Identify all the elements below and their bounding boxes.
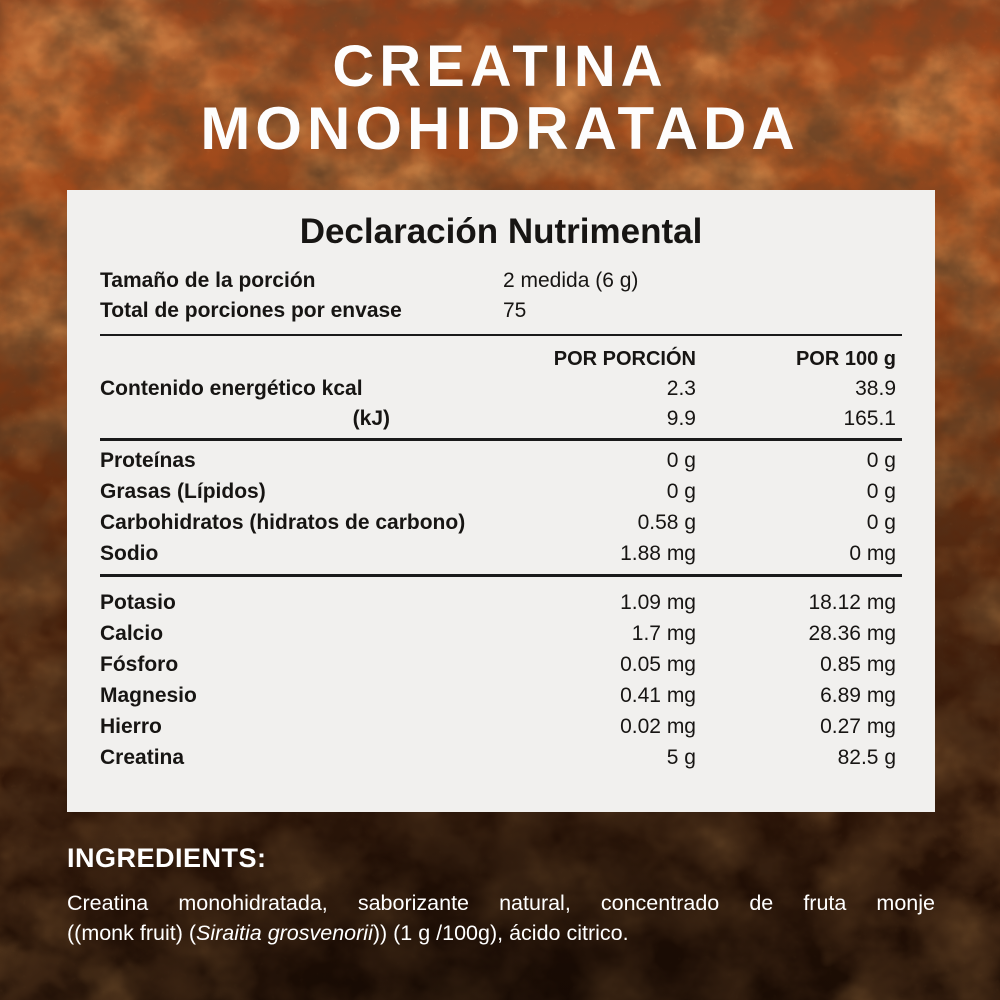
potassium-per-100g: 18.12 mg [808, 591, 896, 614]
creatine-per-100g: 82.5 g [837, 746, 896, 769]
ingredients-line2: ((monk fruit) (Siraitia grosvenorii)) (1… [67, 921, 629, 945]
magnesium-per-100g: 6.89 mg [820, 684, 896, 707]
ingredients-section: INGREDIENTS: Creatina monohidratada, sab… [67, 843, 935, 948]
protein-label: Proteínas [100, 449, 196, 472]
carbohydrate-per-serving: 0.58 g [637, 511, 696, 534]
protein-row: Proteínas 0 g 0 g [100, 445, 902, 476]
carbohydrate-per-100g: 0 g [866, 511, 896, 534]
divider [100, 574, 902, 577]
creatine-per-serving: 5 g [666, 746, 696, 769]
phosphorus-per-serving: 0.05 mg [620, 653, 696, 676]
divider [100, 438, 902, 441]
per-serving-column-header: POR PORCIÓN [553, 348, 696, 370]
iron-per-100g: 0.27 mg [820, 715, 896, 738]
servings-per-container-label: Total de porciones por envase [100, 299, 402, 322]
potassium-per-serving: 1.09 mg [620, 591, 696, 614]
iron-per-serving: 0.02 mg [620, 715, 696, 738]
serving-info: Tamaño de la porción 2 medida (6 g) Tota… [100, 266, 902, 326]
nutrition-panel-title: Declaración Nutrimental [299, 212, 703, 251]
energy-kj-row: (kJ) 9.9 165.1 [100, 404, 902, 434]
energy-kj-label: (kJ) [352, 407, 390, 430]
phosphorus-row: Fósforo 0.05 mg 0.85 mg [100, 649, 902, 680]
iron-label: Hierro [100, 715, 162, 738]
magnesium-per-serving: 0.41 mg [620, 684, 696, 707]
sodium-label: Sodio [100, 542, 159, 565]
energy-kcal-per-100g: 38.9 [855, 377, 896, 400]
fat-per-serving: 0 g [666, 480, 696, 503]
carbohydrate-row: Carbohidratos (hidratos de carbono) 0.58… [100, 507, 902, 538]
creatine-label: Creatina [100, 746, 185, 769]
sodium-row: Sodio 1.88 mg 0 mg [100, 538, 902, 569]
carbohydrate-label: Carbohidratos (hidratos de carbono) [100, 511, 466, 534]
ingredients-species-name: Siraitia grosvenorii [196, 921, 373, 945]
calcium-per-100g: 28.36 mg [808, 622, 896, 645]
energy-kj-per-serving: 9.9 [666, 407, 696, 430]
energy-kcal-label: Contenido energético kcal [100, 377, 363, 400]
nutrition-panel: Declaración Nutrimental Tamaño de la por… [67, 190, 935, 812]
potassium-label: Potasio [100, 591, 176, 614]
potassium-row: Potasio 1.09 mg 18.12 mg [100, 587, 902, 618]
protein-per-serving: 0 g [666, 449, 696, 472]
calcium-row: Calcio 1.7 mg 28.36 mg [100, 618, 902, 649]
per-100g-column-header: POR 100 g [795, 348, 896, 370]
magnesium-label: Magnesio [100, 684, 197, 707]
product-title-line2: MONOHIDRATADA [200, 95, 800, 162]
phosphorus-label: Fósforo [100, 653, 179, 676]
calcium-per-serving: 1.7 mg [631, 622, 696, 645]
energy-kcal-row: Contenido energético kcal 2.3 38.9 [100, 374, 902, 404]
spacer [100, 344, 526, 374]
magnesium-row: Magnesio 0.41 mg 6.89 mg [100, 680, 902, 711]
calcium-label: Calcio [100, 622, 164, 645]
sodium-per-100g: 0 mg [849, 542, 896, 565]
ingredients-heading: INGREDIENTS: [67, 843, 267, 873]
fat-row: Grasas (Lípidos) 0 g 0 g [100, 476, 902, 507]
ingredients-paragraph: Creatina monohidratada, saborizante natu… [67, 888, 935, 948]
protein-per-100g: 0 g [866, 449, 896, 472]
servings-per-container-value: 75 [503, 299, 527, 322]
fat-per-100g: 0 g [866, 480, 896, 503]
creatine-row: Creatina 5 g 82.5 g [100, 742, 902, 773]
fat-label: Grasas (Lípidos) [100, 480, 266, 503]
column-header-row: POR PORCIÓN POR 100 g [100, 344, 902, 374]
sodium-per-serving: 1.88 mg [620, 542, 696, 565]
serving-size-label: Tamaño de la porción [100, 269, 316, 292]
mineral-rows: Potasio 1.09 mg 18.12 mg Calcio 1.7 mg 2… [100, 587, 902, 773]
divider [100, 334, 902, 336]
energy-kj-per-100g: 165.1 [843, 407, 896, 430]
iron-row: Hierro 0.02 mg 0.27 mg [100, 711, 902, 742]
ingredients-line1: Creatina monohidratada, saborizante natu… [67, 891, 935, 915]
macronutrient-rows: Proteínas 0 g 0 g Grasas (Lípidos) 0 g 0… [100, 445, 902, 569]
energy-kcal-per-serving: 2.3 [666, 377, 696, 400]
servings-per-container-row: Total de porciones por envase 75 [100, 296, 902, 326]
serving-size-value: 2 medida (6 g) [503, 269, 639, 292]
product-title-line1: CREATINA [332, 34, 668, 99]
phosphorus-per-100g: 0.85 mg [820, 653, 896, 676]
product-title: CREATINA MONOHIDRATADA [0, 36, 1000, 160]
serving-size-row: Tamaño de la porción 2 medida (6 g) [100, 266, 902, 296]
